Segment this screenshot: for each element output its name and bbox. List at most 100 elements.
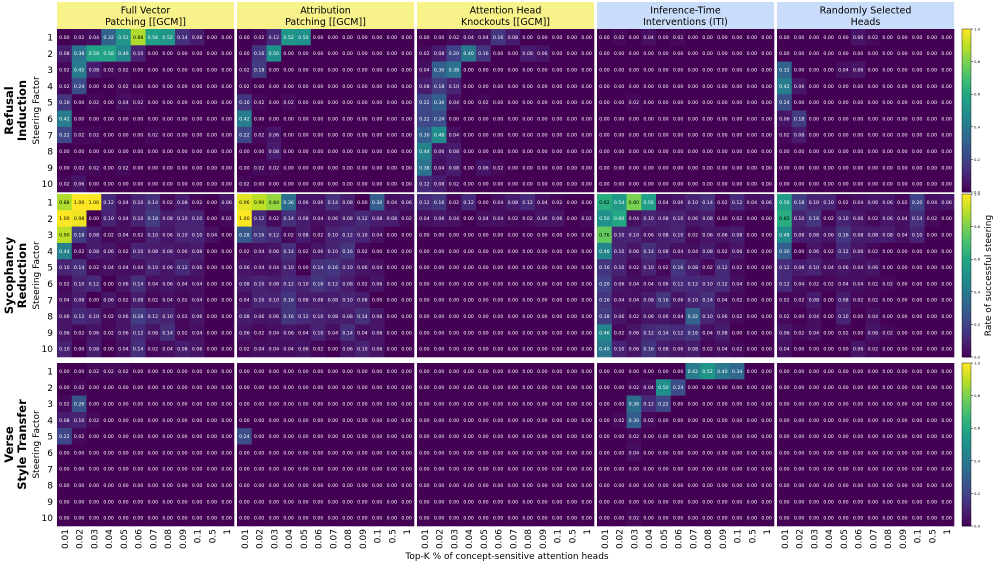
cell-value-label: 0.10 (133, 216, 143, 222)
cell-value-label: 0.00 (387, 330, 397, 336)
cell-value-label: 0.04 (823, 265, 833, 271)
cell-value-label: 0.00 (207, 450, 217, 456)
cell-value-label: 0.00 (629, 165, 639, 171)
cell-value-label: 0.00 (853, 330, 863, 336)
cell-value-label: 0.00 (328, 369, 338, 375)
cell-value-label: 0.00 (581, 330, 591, 336)
cell-value-label: 0.02 (59, 182, 69, 188)
cell-value-label: 0.00 (912, 133, 922, 139)
cell-value-label: 0.00 (148, 165, 158, 171)
heatmap-cell (777, 159, 793, 176)
cell-value-label: 0.04 (478, 35, 488, 41)
cell-value-label: 0.12 (779, 265, 789, 271)
cell-value-label: 0.00 (897, 149, 907, 155)
cell-value-label: 0.00 (702, 35, 712, 41)
heatmap-cell (116, 29, 132, 46)
cell-value-label: 0.02 (254, 35, 264, 41)
x-tick-label: 1 (583, 529, 593, 535)
cell-value-label: 0.00 (927, 100, 937, 106)
cell-value-label: 0.00 (882, 385, 892, 391)
cell-value-label: 0.00 (927, 467, 937, 473)
cell-value-label: 0.00 (342, 133, 352, 139)
cell-value-label: 0.00 (449, 418, 459, 424)
cell-value-label: 0.00 (779, 369, 789, 375)
cell-value-label: 0.18 (133, 314, 143, 320)
cell-value-label: 0.00 (118, 149, 128, 155)
cell-value-label: 0.00 (372, 401, 382, 407)
cell-value-label: 0.00 (823, 516, 833, 522)
cell-value-label: 0.00 (89, 385, 99, 391)
cell-value-label: 0.06 (239, 330, 249, 336)
cell-value-label: 0.00 (221, 499, 231, 505)
cell-value-label: 0.00 (838, 467, 848, 473)
heatmap-cell (160, 110, 176, 128)
cell-value-label: 0.00 (387, 100, 397, 106)
cell-value-label: 0.00 (89, 467, 99, 473)
cell-value-label: 0.00 (702, 499, 712, 505)
cell-value-label: 0.56 (148, 35, 158, 41)
cell-value-label: 0.04 (372, 265, 382, 271)
cell-value-label: 0.06 (688, 216, 698, 222)
cell-value-label: 0.00 (298, 67, 308, 73)
cell-value-label: 0.00 (269, 467, 279, 473)
cell-value-label: 0.06 (434, 216, 444, 222)
cell-value-label: 0.00 (401, 281, 411, 287)
colorbar-segment (962, 120, 971, 124)
cell-value-label: 0.00 (207, 281, 217, 287)
heatmap-cell (850, 29, 866, 46)
heatmap-cell (384, 126, 400, 144)
heatmap-cell (880, 159, 896, 176)
cell-value-label: 0.02 (74, 385, 84, 391)
heatmap-cell (57, 110, 73, 128)
cell-value-label: 0.00 (809, 418, 819, 424)
heatmap-cell (611, 77, 627, 95)
cell-value-label: 0.00 (599, 401, 609, 407)
cell-value-label: 0.00 (717, 516, 727, 522)
cell-value-label: 0.00 (192, 100, 202, 106)
cell-value-label: 0.00 (254, 483, 264, 489)
cell-value-label: 0.00 (552, 450, 562, 456)
x-tick-label: 0.05 (120, 529, 130, 549)
cell-value-label: 0.00 (838, 35, 848, 41)
cell-value-label: 0.04 (658, 200, 668, 206)
heatmap-cell (325, 29, 341, 46)
cell-value-label: 0.00 (673, 418, 683, 424)
cell-value-label: 0.00 (434, 516, 444, 522)
cell-value-label: 0.00 (177, 467, 187, 473)
cell-value-label: 0.00 (599, 100, 609, 106)
cell-value-label: 0.00 (298, 401, 308, 407)
cell-value-label: 0.00 (581, 385, 591, 391)
heatmap-cell (399, 77, 415, 95)
cell-value-label: 0.00 (853, 499, 863, 505)
cell-value-label: 0.00 (478, 347, 488, 353)
heatmap-cell (101, 259, 117, 276)
cell-value-label: 0.00 (207, 499, 217, 505)
heatmap-cell (656, 45, 672, 62)
colorbar-segment (962, 350, 971, 355)
cell-value-label: 0.10 (357, 232, 367, 238)
heatmap-cell (579, 143, 595, 160)
cell-value-label: 0.00 (283, 369, 293, 375)
colorbar-segment (962, 288, 971, 293)
cell-value-label: 0.00 (207, 418, 217, 424)
heatmap-cell (744, 94, 760, 111)
cell-value-label: 0.08 (89, 249, 99, 255)
cell-value-label: 0.00 (478, 434, 488, 440)
cell-value-label: 0.00 (838, 385, 848, 391)
cell-value-label: 0.00 (478, 67, 488, 73)
cell-value-label: 0.00 (599, 483, 609, 489)
heatmap-cell (266, 175, 282, 193)
cell-value-label: 0.00 (449, 434, 459, 440)
cell-value-label: 0.00 (508, 483, 518, 489)
cell-value-label: 0.00 (912, 249, 922, 255)
heatmap-cell (729, 143, 745, 160)
heatmap-cell (759, 126, 775, 144)
cell-value-label: 0.00 (747, 347, 757, 353)
cell-value-label: 0.00 (809, 84, 819, 90)
cell-value-label: 0.02 (89, 100, 99, 106)
cell-value-label: 0.00 (941, 516, 951, 522)
heatmap-cell (880, 175, 896, 193)
cell-value-label: 0.00 (927, 516, 937, 522)
cell-value-label: 0.00 (357, 369, 367, 375)
heatmap-cell (101, 175, 117, 193)
